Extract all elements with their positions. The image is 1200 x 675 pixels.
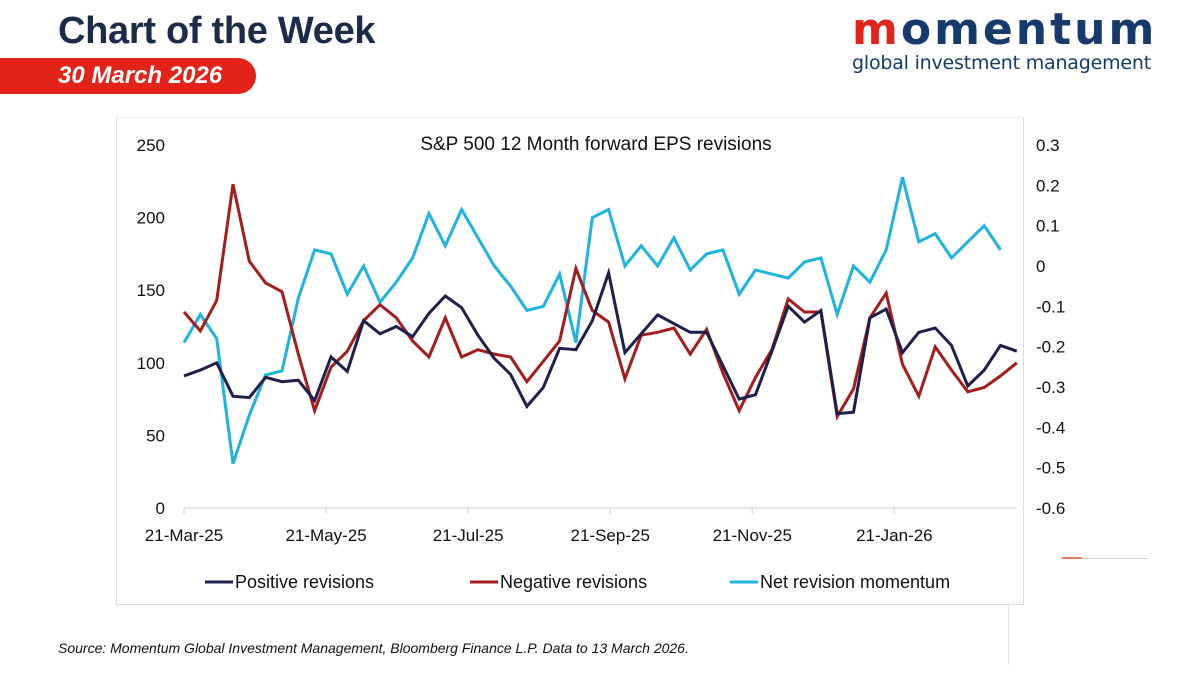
x-tick-label: 21-Jan-26 <box>856 526 933 545</box>
legend-label: Positive revisions <box>235 572 374 592</box>
y-right-tick-label: -0.1 <box>1036 297 1065 316</box>
x-tick-label: 21-May-25 <box>285 526 366 545</box>
logo-accent-letter: m <box>852 4 901 55</box>
x-tick-label: 21-Sep-25 <box>571 526 650 545</box>
negative-revisions-line <box>182 183 1018 421</box>
source-note: Source: Momentum Global Investment Manag… <box>58 640 689 656</box>
y-right-tick-label: -0.2 <box>1036 338 1065 357</box>
y-axis-left: 0 50 100 150 200 250 <box>137 136 165 518</box>
y-right-tick-label: 0.3 <box>1036 136 1060 155</box>
y-left-tick-label: 250 <box>137 136 165 155</box>
decorative-dash <box>1062 557 1082 559</box>
net-revision-momentum-line <box>182 176 1002 465</box>
y-left-tick-label: 200 <box>137 209 165 228</box>
x-axis: 21-Mar-25 21-May-25 21-Jul-25 21-Sep-25 21-N… <box>145 507 1017 545</box>
chart-title: S&P 500 12 Month forward EPS revisions <box>420 134 771 155</box>
x-tick-label: 21-Mar-25 <box>145 526 223 545</box>
y-right-tick-label: -0.6 <box>1036 499 1065 518</box>
y-right-tick-label: 0.2 <box>1036 176 1060 195</box>
logo-tagline: global investment management <box>852 52 1151 74</box>
x-tick-label: 21-Jul-25 <box>433 526 504 545</box>
y-right-tick-label: -0.4 <box>1036 418 1065 437</box>
positive-revisions-line <box>183 267 1018 416</box>
y-right-tick-label: -0.5 <box>1036 459 1065 478</box>
page-title: Chart of the Week <box>58 10 376 52</box>
chart-frame <box>116 117 1024 605</box>
y-left-tick-label: 50 <box>146 426 165 445</box>
legend: Positive revisions Negative revisions Net … <box>205 572 950 592</box>
y-left-tick-label: 100 <box>137 354 165 373</box>
momentum-logo: momentum global investment management <box>852 8 1154 75</box>
date-banner <box>0 58 256 94</box>
y-right-tick-label: 0 <box>1036 257 1045 276</box>
y-left-tick-label: 0 <box>156 499 165 518</box>
y-axis-right: -0.6 -0.5 -0.4 -0.3 -0.2 -0.1 0 0.1 0.2 0.3 <box>1036 136 1065 518</box>
series-group <box>182 176 1018 465</box>
y-left-tick-label: 150 <box>137 281 165 300</box>
divider-line <box>1060 558 1148 559</box>
logo-wordmark: momentum <box>852 8 1154 52</box>
x-tick-label: 21-Nov-25 <box>713 526 792 545</box>
logo-wordmark-rest: omentum <box>900 4 1158 55</box>
publication-date: 30 March 2026 <box>58 62 223 89</box>
legend-label: Negative revisions <box>500 572 647 592</box>
legend-label: Net revision momentum <box>760 572 950 592</box>
y-right-tick-label: -0.3 <box>1036 378 1065 397</box>
y-right-tick-label: 0.1 <box>1036 217 1060 236</box>
divider-line <box>1008 603 1009 665</box>
